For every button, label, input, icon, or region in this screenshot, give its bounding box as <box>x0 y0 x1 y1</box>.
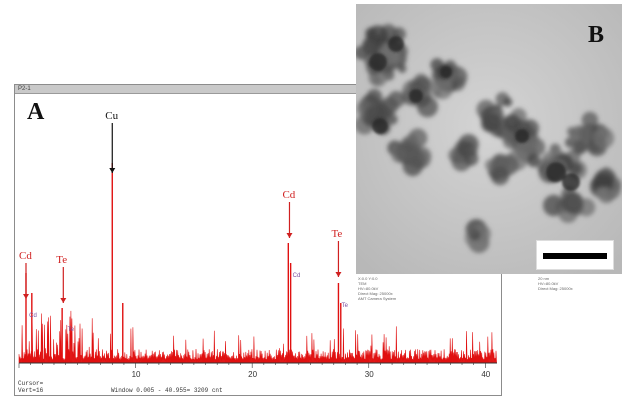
nanoparticle <box>503 114 521 132</box>
nanoparticle <box>417 96 438 118</box>
small-peak-label: Cd <box>29 313 37 319</box>
eds-spectrum-plot: 10 20 30 40 Cd Te Cu Cd Te Cd Te Cd Te <box>18 110 497 379</box>
small-peak-label: Te <box>342 303 349 309</box>
scale-bar <box>536 240 614 270</box>
nanoparticle <box>569 162 583 175</box>
panel-b-tem-image: B <box>356 4 622 274</box>
element-label: Cu <box>105 110 118 122</box>
nanoparticle <box>372 75 382 85</box>
x-tick-label: 40 <box>481 370 490 379</box>
nanoparticle <box>463 151 479 166</box>
spectrum-status-text: Cursor= Vert=16 <box>18 380 43 394</box>
small-peak-label: Te <box>68 327 75 333</box>
small-peak-label: Cd <box>293 273 301 279</box>
nanoparticle <box>578 125 595 142</box>
nanoparticle <box>546 162 566 182</box>
element-label: Cd <box>19 250 32 262</box>
nanoparticle <box>566 126 577 137</box>
nanoparticle <box>372 118 388 134</box>
label-arrowhead <box>286 233 293 238</box>
nanoparticle <box>395 140 417 162</box>
label-arrowhead <box>60 298 67 303</box>
micrograph-caption-left: X:0.0 Y:0.0 TEM HV=80.0kV Direct Mag: 25… <box>358 276 397 301</box>
nanoparticle <box>468 227 478 237</box>
nanoparticle <box>595 187 608 200</box>
tem-micrograph <box>356 4 622 274</box>
nanoparticle <box>503 97 513 107</box>
spectrum-noise <box>18 310 497 364</box>
window-range-readout: Window 0.005 - 40.955= 3209 cnt <box>111 387 223 394</box>
nanoparticle <box>572 140 587 155</box>
nanoparticle <box>490 153 510 173</box>
scale-bar-line <box>543 253 607 259</box>
element-label: Te <box>331 228 342 240</box>
panel-b-label: B <box>587 22 604 48</box>
cursor-readout: Cursor= <box>18 380 44 387</box>
nanoparticle <box>581 111 599 129</box>
nanoparticle <box>515 129 529 143</box>
nanoparticle <box>593 127 615 149</box>
nanoparticle <box>409 89 423 103</box>
label-arrowhead <box>109 168 116 173</box>
nanoparticle <box>440 66 452 78</box>
nanoparticle <box>388 36 404 52</box>
label-arrowhead <box>335 272 342 277</box>
nanoparticle <box>369 53 387 71</box>
x-tick-label: 20 <box>248 370 257 379</box>
nanoparticle <box>431 78 453 100</box>
nanoparticle <box>566 196 580 210</box>
spectrum-window-titlebar: P2-1 <box>15 85 501 94</box>
element-label: Te <box>56 254 67 266</box>
nanoparticle <box>362 35 384 56</box>
nanoparticle <box>490 166 510 186</box>
element-label: Cd <box>282 189 295 201</box>
nanoparticle <box>366 88 383 105</box>
x-tick-label: 30 <box>365 370 374 379</box>
nanoparticle <box>387 91 405 108</box>
vert-readout: Vert=16 <box>18 387 44 394</box>
micrograph-caption-right: 20 nm HV=80.0kV Direct Mag: 25000x <box>538 276 573 291</box>
panel-a-label: A <box>27 99 45 125</box>
nanoparticle <box>562 173 580 191</box>
nanoparticle <box>527 154 541 168</box>
nanoparticle <box>460 142 472 154</box>
label-arrowhead <box>22 294 29 299</box>
nanoparticle <box>482 112 502 132</box>
nanoparticle <box>387 114 398 125</box>
x-tick-label: 10 <box>132 370 141 379</box>
